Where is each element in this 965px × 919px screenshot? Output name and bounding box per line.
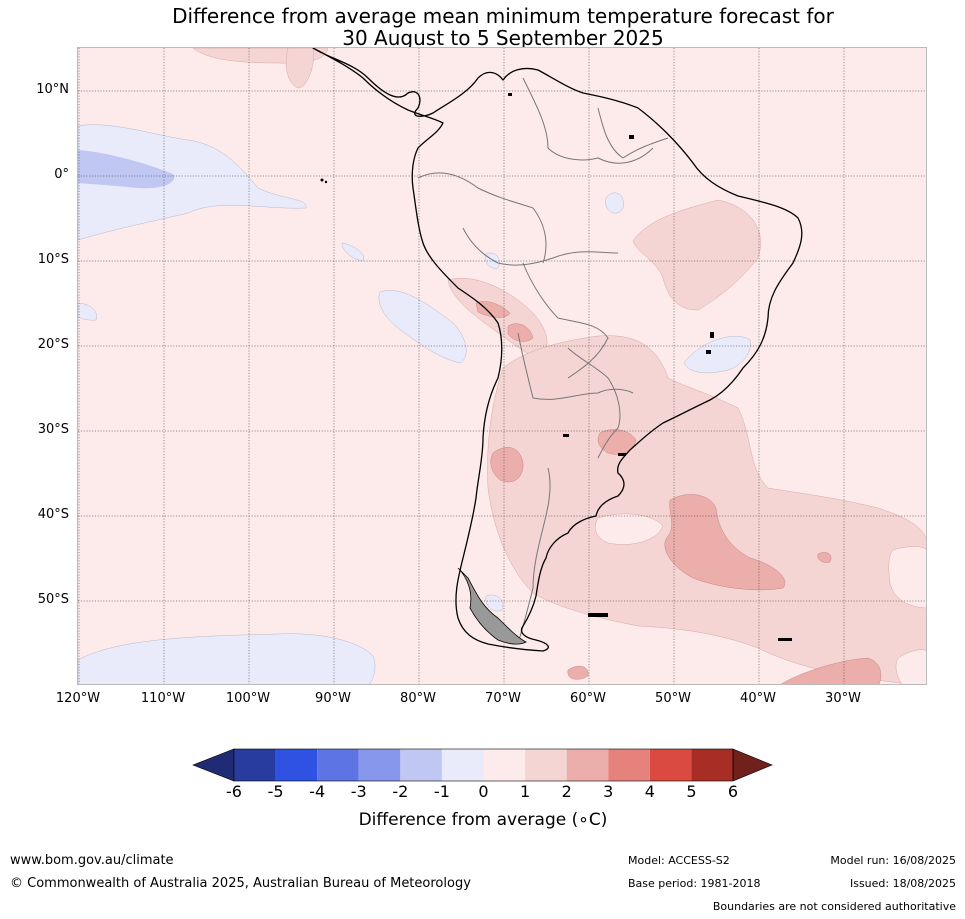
anomaly-area-pale-south-atlantic <box>595 513 664 545</box>
colorbar-tick-label: 1 <box>519 782 531 801</box>
anomaly-area-red-southeast <box>780 657 882 684</box>
footer-base-period: Base period: 1981-2018 <box>628 877 761 890</box>
colorbar-tick-label: 2 <box>561 782 572 801</box>
colorbar-swatch <box>483 749 526 781</box>
country-borders <box>417 77 669 644</box>
anomaly-area-blue-south <box>78 633 376 684</box>
lat-label-20s: 20°S <box>37 337 69 352</box>
anomaly-area-blue-core <box>78 150 175 189</box>
lon-label-90w: 90°W <box>315 691 351 706</box>
title-line-2: 30 August to 5 September 2025 <box>342 26 664 50</box>
lat-label-10s: 10°S <box>37 252 69 267</box>
lat-label-40s: 40°S <box>37 507 69 522</box>
lat-label-10n: 10°N <box>36 82 69 97</box>
colorbar-tick-label: -1 <box>433 782 450 801</box>
colorbar-under-arrow <box>192 748 235 782</box>
lat-label-0: 0° <box>54 167 69 182</box>
lon-label-40w: 40°W <box>740 691 776 706</box>
title-line-1: Difference from average mean minimum tem… <box>172 4 834 28</box>
lon-label-30w: 30°W <box>825 691 861 706</box>
colorbar-tick-label: 3 <box>603 782 614 801</box>
colorbar-swatch <box>317 749 359 781</box>
colorbar-swatch <box>400 749 442 781</box>
colorbar-swatch <box>358 749 401 781</box>
colorbar-tick-label: 5 <box>686 782 697 801</box>
footer-website: www.bom.gov.au/climate <box>10 853 174 868</box>
anomaly-area-red-south-atlantic <box>664 494 785 591</box>
lon-label-60w: 60°W <box>570 691 606 706</box>
anomaly-area-blue-west-edge <box>78 302 97 321</box>
coastline-south-america <box>312 48 803 652</box>
anomaly-area-blue-equatorial <box>78 124 307 241</box>
colorbar-tick-label: -5 <box>267 782 284 801</box>
colorbar-swatch <box>566 749 609 781</box>
lon-label-120w: 120°W <box>55 691 101 706</box>
colorbar-swatch <box>441 749 484 781</box>
lat-label-30s: 30°S <box>37 422 69 437</box>
lon-label-100w: 100°W <box>225 691 271 706</box>
colorbar-swatch <box>525 749 567 781</box>
colorbar-swatch <box>234 749 276 781</box>
map-title: Difference from average mean minimum tem… <box>78 5 928 49</box>
colorbar-outline <box>233 748 734 782</box>
anomaly-area-pale-south-east <box>895 649 926 684</box>
footer-issued: Issued: 18/08/2025 <box>849 877 956 890</box>
colorbar-tick-label: -2 <box>392 782 409 801</box>
anomaly-area-blue-peru-offshore <box>378 290 467 364</box>
lat-label-50s: 50°S <box>37 592 69 607</box>
map-canvas <box>78 48 926 684</box>
colorbar-label: Difference from average (∘C) <box>358 810 608 830</box>
lon-label-110w: 110°W <box>140 691 186 706</box>
anomaly-area-red-spot-east <box>817 552 832 563</box>
footer-model: Model: ACCESS-S2 <box>628 854 730 867</box>
colorbar-ticks: -6 -5 -4 -3 -2 -1 0 1 2 3 4 5 6 <box>0 783 965 803</box>
colorbar-tick-label: 4 <box>644 782 655 801</box>
anomaly-area-blue-peru-north <box>485 252 500 269</box>
anomaly-area-red-argentina <box>490 447 524 483</box>
anomaly-area-blue-amazon <box>605 192 624 214</box>
footer-model-run: Model run: 16/08/2025 <box>830 854 956 867</box>
colorbar-tick-label: 6 <box>727 782 739 801</box>
anomaly-area-pink-brazil-ne <box>632 199 761 311</box>
colorbar-tick-label: -4 <box>309 782 326 801</box>
anomaly-area-pink-pacific-north <box>285 48 314 89</box>
colorbar-over-arrow <box>732 748 773 782</box>
colorbar-swatch <box>691 749 733 781</box>
anomaly-area-blue-galapagos <box>341 242 365 262</box>
colorbar <box>192 748 773 782</box>
small-islands <box>320 93 792 641</box>
anomaly-area-blue-brazil-east <box>683 336 751 374</box>
colorbar-tick-label: -6 <box>226 782 242 801</box>
lon-label-80w: 80°W <box>400 691 436 706</box>
temperature-anomaly-map <box>77 47 927 685</box>
tierra-del-fuego <box>457 567 527 645</box>
anomaly-area-red-uruguay <box>597 429 637 455</box>
anomaly-area-pale-east-atlantic <box>888 546 926 609</box>
colorbar-tick-label: 0 <box>478 782 489 801</box>
lon-label-70w: 70°W <box>485 691 521 706</box>
footer-copyright: © Commonwealth of Australia 2025, Austra… <box>10 876 471 891</box>
colorbar-swatch <box>649 749 692 781</box>
colorbar-swatch <box>275 749 318 781</box>
anomaly-area-red-andes <box>507 323 534 342</box>
anomaly-area-red-altiplano <box>475 301 511 318</box>
lon-label-50w: 50°W <box>655 691 691 706</box>
anomaly-area-blue-patagonia <box>485 594 504 612</box>
colorbar-swatch <box>608 749 650 781</box>
footer-boundaries-note: Boundaries are not considered authoritat… <box>712 900 956 913</box>
colorbar-tick-label: -3 <box>350 782 367 801</box>
anomaly-area-red-south <box>567 665 589 680</box>
